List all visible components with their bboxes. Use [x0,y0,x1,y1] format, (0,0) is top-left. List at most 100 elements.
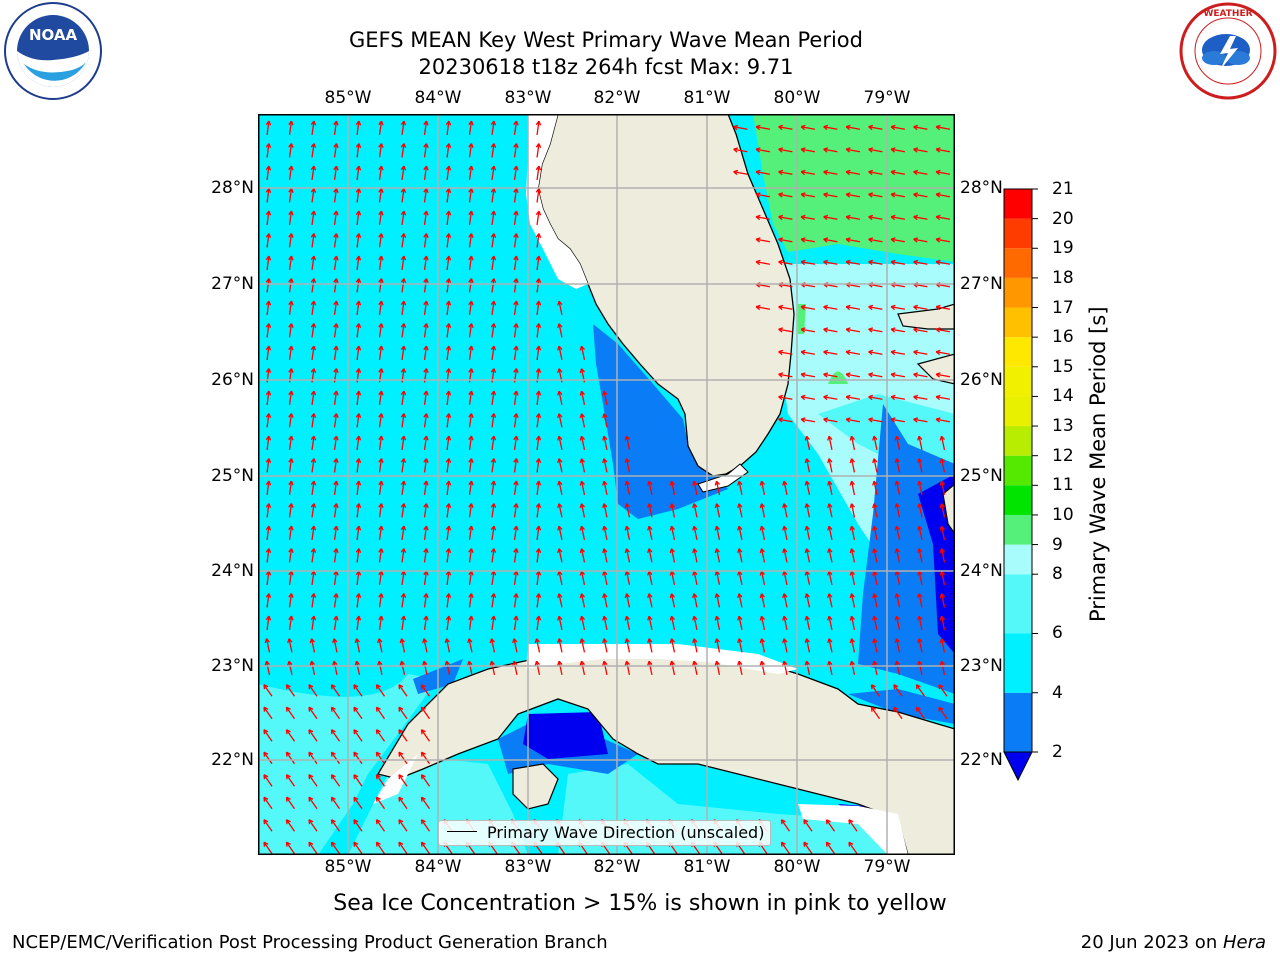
wave-vector [513,323,518,338]
wave-vector [783,503,788,518]
wave-vector [513,413,518,428]
wave-vector-head [913,373,918,378]
wave-vector-head [894,435,898,441]
wave-vector [353,819,363,832]
wave-vector [783,616,788,630]
wave-vector [446,188,450,203]
wave-vector-head [845,306,851,311]
wave-vector-head [778,193,783,198]
wave-vector [890,126,906,130]
wave-vector [378,435,383,451]
wave-vector [536,210,540,226]
wave-vector [468,300,473,316]
wave-vector [446,503,450,518]
wave-vector [333,233,338,248]
isle-of-youth-land [512,763,559,810]
wave-vector [263,706,273,720]
wave-vector-head [513,233,517,238]
wave-vector [400,661,406,675]
wave-vector-head [513,143,517,148]
wave-vector-head [513,413,517,418]
wave-vector-head [378,413,382,418]
wave-vector-head [823,238,828,243]
wave-vector [401,323,405,338]
wave-vector-head [444,638,448,644]
wave-vector [823,238,838,243]
wave-vector [468,503,473,518]
wave-vector-head [423,255,427,261]
wave-vector-head [890,351,896,356]
wave-vector [913,328,928,333]
wave-vector-head [378,210,382,216]
wave-vector [868,238,883,243]
wave-vector [800,396,816,400]
wave-vector-head [782,660,785,666]
wave-vector-head [309,638,313,644]
wave-vector-head [913,238,918,243]
wave-vector [375,751,386,765]
wave-vector [263,751,273,765]
wave-vector [513,593,518,608]
wave-vector-head [468,593,472,598]
wave-vector-head [935,373,941,378]
wave-vector-head [669,570,673,576]
wave-vector-head [939,593,943,599]
wave-vector-head [647,503,650,509]
wave-vector-head [894,548,898,554]
wave-vector [401,255,405,271]
wave-vector [378,323,383,338]
wave-vector-head [872,638,875,644]
wave-vector [356,300,360,316]
wave-vector-head [714,548,718,554]
wave-vector-head [845,396,851,401]
wave-vector-head [378,233,382,238]
wave-vector-head [513,368,517,373]
wave-vector-head [849,570,853,576]
wave-vector-head [890,148,896,153]
wave-vector [468,188,473,203]
wave-vector [800,193,816,198]
wave-vector-head [400,120,405,126]
wave-vector-head [778,373,783,378]
wave-vector-head [823,148,828,153]
lon-tick-top: 83°W [504,88,552,108]
wave-vector-head [468,615,472,621]
wave-vector-head [265,368,270,373]
colorbar-tick-label: 13 [1052,416,1074,437]
wave-vector-head [800,126,806,131]
wave-vector-head [845,328,851,333]
wave-vector-head [737,548,740,554]
wave-vector [890,216,906,220]
wave-vector-head [468,390,472,396]
wave-vector [266,458,270,473]
wave-vector-head [400,413,405,418]
wave-vector-head [755,126,761,131]
wave-vector-head [535,435,540,441]
wave-vector-head [624,458,628,464]
wave-vector [603,616,608,630]
wave-vector-head [849,525,853,531]
wave-vector [558,593,563,608]
lon-tick-top: 81°W [683,88,731,108]
wave-vector-head [849,458,853,464]
wave-vector-head [333,188,337,193]
wave-vector [535,661,541,675]
wave-vector [850,436,856,450]
wave-vector [311,435,315,451]
wave-vector-head [759,480,763,486]
wave-vector [263,841,273,855]
wave-vector [266,570,270,586]
wave-vector [491,435,495,451]
wave-vector-head [535,413,540,418]
lon-tick-bottom: 82°W [593,857,641,877]
wave-vector [845,351,861,355]
wave-vector [446,390,450,406]
wave-vector [918,526,923,540]
wave-vector [356,480,360,496]
wave-vector [558,391,563,405]
wave-vector [468,615,473,631]
wave-vector-head [400,615,405,621]
wave-vector [401,435,405,451]
wave-vector [288,480,293,496]
wave-vector-head [468,165,472,171]
